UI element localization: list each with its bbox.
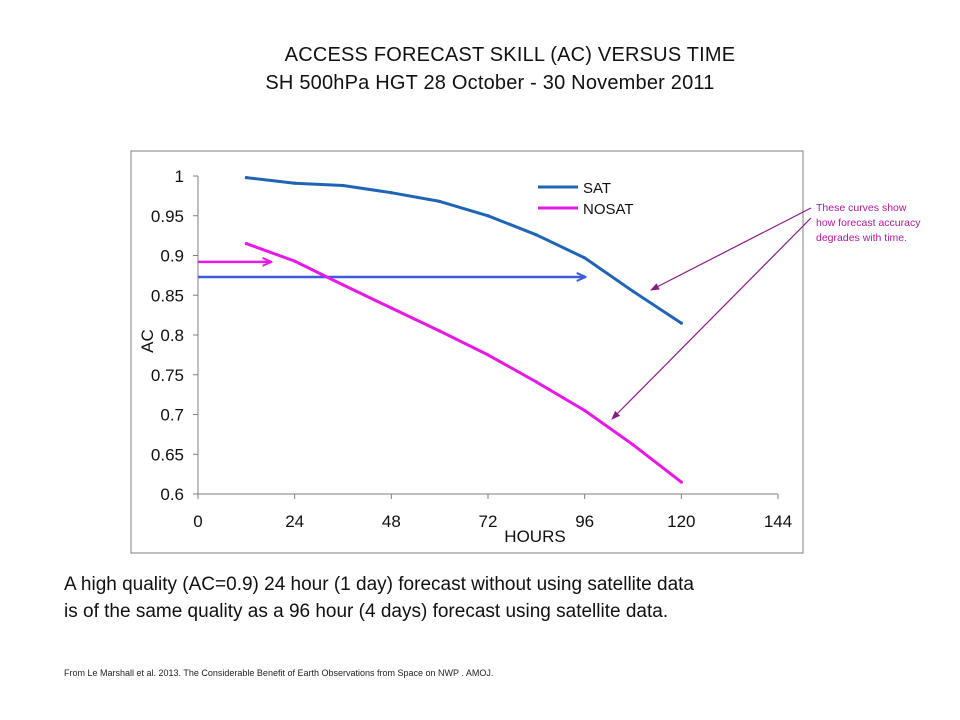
x-tick-label: 96 bbox=[575, 512, 594, 531]
annotation-line-3: degrades with time. bbox=[816, 232, 908, 244]
x-tick-label: 120 bbox=[667, 512, 695, 531]
data-point-sat bbox=[293, 181, 297, 185]
caption-line-1: A high quality (AC=0.9) 24 hour (1 day) … bbox=[64, 574, 694, 595]
data-point-sat bbox=[679, 321, 683, 325]
y-tick-label: 0.75 bbox=[151, 366, 184, 385]
data-point-nosat bbox=[293, 259, 297, 263]
x-tick-label: 144 bbox=[764, 512, 792, 531]
source-citation: From Le Marshall et al. 2013. The Consid… bbox=[64, 668, 494, 678]
chart-frame bbox=[130, 150, 804, 554]
data-point-nosat bbox=[389, 306, 393, 310]
y-tick-label: 0.6 bbox=[160, 485, 184, 504]
data-point-nosat bbox=[534, 380, 538, 384]
y-tick-label: 0.85 bbox=[151, 286, 184, 305]
data-point-sat bbox=[583, 256, 587, 260]
annotation-arrow-nosat bbox=[611, 217, 812, 420]
legend-label-nosat: NOSAT bbox=[583, 201, 634, 218]
data-point-sat bbox=[631, 289, 635, 293]
annotation-arrow-sat bbox=[650, 207, 812, 291]
y-tick-label: 0.9 bbox=[160, 247, 184, 266]
data-point-nosat bbox=[679, 480, 683, 484]
chart-marks: SAT NOSAT bbox=[198, 173, 683, 484]
y-axis-label: AC bbox=[138, 329, 157, 353]
data-point-nosat bbox=[438, 329, 442, 333]
y-tick-label: 1 bbox=[175, 167, 184, 186]
data-point-nosat bbox=[341, 283, 345, 287]
axes: 0.6 0.65 0.7 0.75 0.8 0.85 0.9 0.95 1 0 24 48 72 96 12… bbox=[138, 167, 792, 546]
data-point-sat bbox=[486, 214, 490, 218]
legend: SAT NOSAT bbox=[528, 173, 646, 221]
y-tick-label: 0.65 bbox=[151, 445, 184, 464]
data-point-sat bbox=[341, 183, 345, 188]
legend-label-sat: SAT bbox=[583, 180, 611, 197]
y-tick-label: 0.95 bbox=[151, 207, 184, 226]
x-tick-label: 24 bbox=[285, 512, 304, 531]
x-tick-label: 0 bbox=[193, 512, 202, 531]
data-point-nosat bbox=[244, 241, 248, 246]
series-line-sat bbox=[246, 176, 683, 325]
caption-line-2: is of the same quality as a 96 hour (4 d… bbox=[64, 601, 669, 622]
legend-box bbox=[528, 173, 646, 221]
x-axis-label: HOURS bbox=[504, 527, 565, 546]
data-point-sat bbox=[534, 233, 538, 237]
data-point-sat bbox=[438, 199, 442, 204]
annotation-line-1: These curves show bbox=[816, 202, 907, 214]
annotation-arrows bbox=[611, 207, 812, 420]
chart-title-line-1: ACCESS FORECAST SKILL (AC) VERSUS TIME bbox=[284, 44, 736, 66]
x-tick-label: 48 bbox=[382, 512, 401, 531]
data-point-sat bbox=[244, 175, 248, 180]
data-point-sat bbox=[389, 191, 393, 195]
y-tick-label: 0.7 bbox=[160, 406, 184, 425]
annotation-line-2: how forecast accuracy bbox=[816, 217, 921, 229]
chart-title-line-2: SH 500hPa HGT 28 October - 30 November 2… bbox=[265, 72, 715, 94]
annotation-note: These curves show how forecast accuracy … bbox=[816, 201, 956, 246]
data-point-nosat bbox=[631, 443, 635, 447]
data-point-nosat bbox=[583, 408, 587, 413]
data-point-nosat bbox=[486, 353, 490, 357]
series-line-nosat bbox=[245, 242, 683, 484]
x-tick-label: 72 bbox=[479, 512, 498, 531]
y-tick-label: 0.8 bbox=[160, 326, 184, 345]
